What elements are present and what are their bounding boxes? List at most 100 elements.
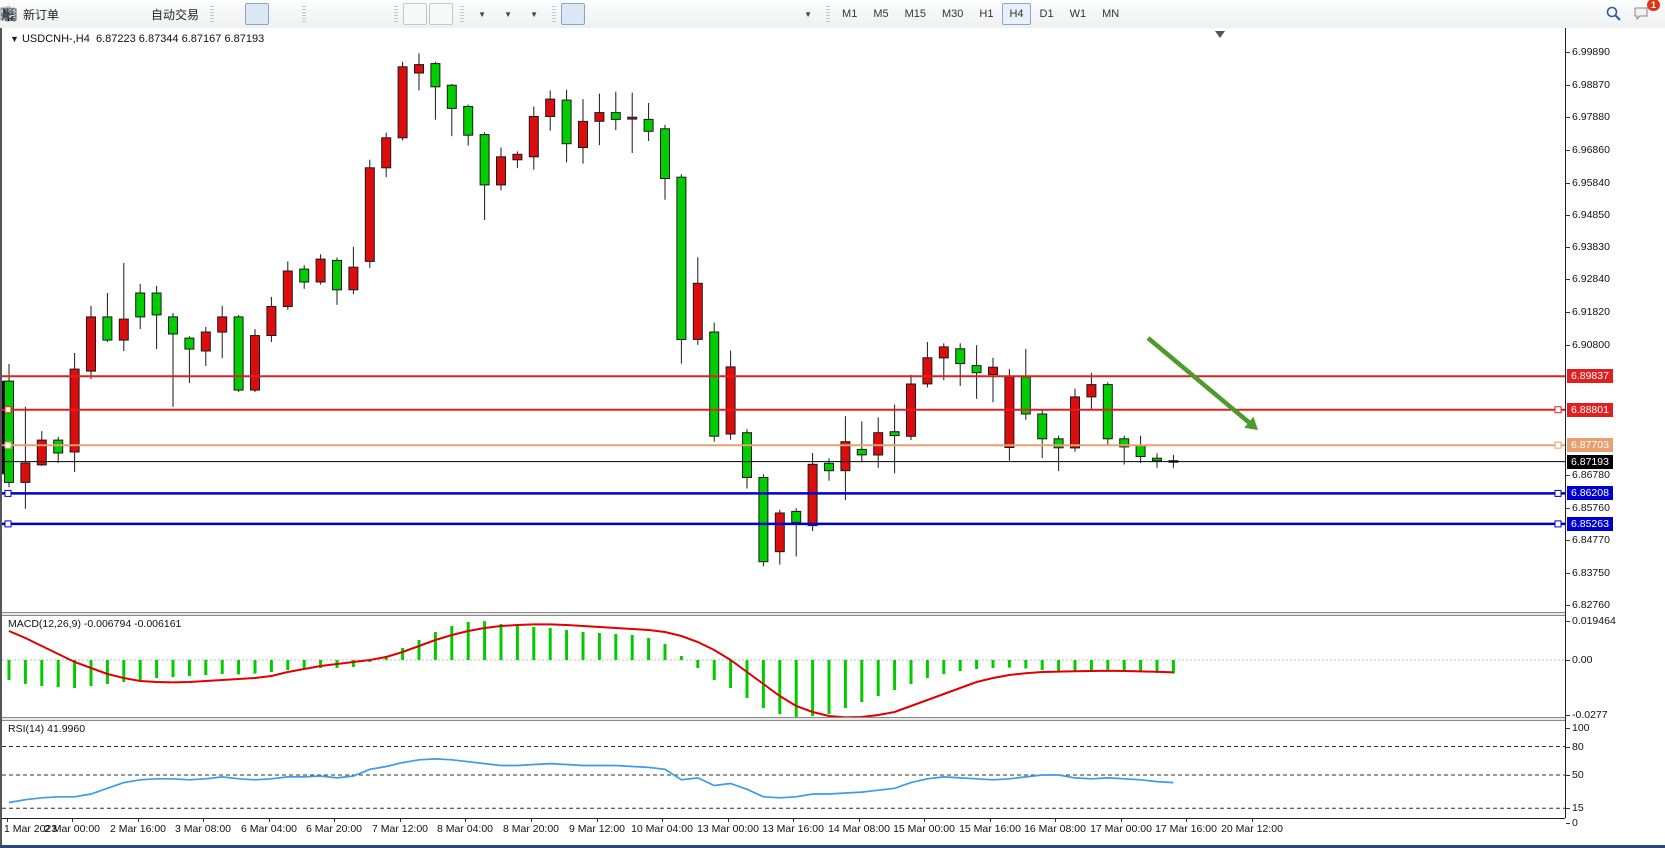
new-order-label: 新订单 xyxy=(23,7,60,22)
price-tick: 6.84770 xyxy=(1566,534,1610,546)
time-tick-mark xyxy=(924,819,925,822)
new-order-button[interactable]: 新订单 xyxy=(0,3,63,25)
rsi-axis-50: 50 xyxy=(1566,769,1584,781)
price-tick: 6.85760 xyxy=(1566,502,1610,514)
ohlc-open: 6.87223 xyxy=(95,33,136,45)
macd-pane-canvas[interactable] xyxy=(2,614,1565,718)
candlestick-chart-button[interactable] xyxy=(2,3,270,25)
timeframe-H4[interactable]: H4 xyxy=(1002,3,1031,25)
pane-separator[interactable] xyxy=(2,612,1565,616)
price-tick: 6.94850 xyxy=(1566,209,1610,221)
price-badge: 6.86208 xyxy=(1567,486,1613,500)
line-handle xyxy=(1554,520,1562,528)
tile-windows-button[interactable] xyxy=(2,3,387,25)
profiles-button[interactable] xyxy=(1,3,115,25)
add-indicator-button[interactable]: ▼ xyxy=(1,3,493,25)
price-tick: 6.83750 xyxy=(1566,567,1610,579)
chart-shift-marker[interactable] xyxy=(1215,31,1225,38)
line-handle xyxy=(4,489,12,497)
cursor-button[interactable] xyxy=(3,3,586,25)
ohlc-high: 6.87344 xyxy=(138,33,179,45)
line-handle xyxy=(1554,441,1562,449)
rsi-axis-0: 0 xyxy=(1566,817,1578,829)
fibonacci-button[interactable]: F xyxy=(2,3,741,25)
time-axis[interactable]: 1 Mar 2023 2 Mar 00:00 2 Mar 16:00 3 Mar 08… xyxy=(2,818,1565,846)
arrow-annotation[interactable] xyxy=(1146,336,1258,430)
notifications-button[interactable]: 1 xyxy=(1632,0,1660,24)
toolbar-grip xyxy=(460,6,465,22)
auto-scroll-button[interactable] xyxy=(2,3,428,25)
time-tick-label: 10 Mar 04:00 xyxy=(631,823,693,835)
fibonacci-icon: F xyxy=(2,8,16,22)
auto-trading-button[interactable]: 自动交易 xyxy=(1,3,203,25)
timeframe-M1[interactable]: M1 xyxy=(842,8,858,20)
pane-separator[interactable] xyxy=(2,717,1565,721)
time-tick-mark xyxy=(1121,819,1122,822)
new-chart-button[interactable] xyxy=(1,3,89,25)
svg-text:E: E xyxy=(11,16,16,22)
time-tick-label: 13 Mar 00:00 xyxy=(697,823,759,835)
macd-histogram xyxy=(7,621,1175,717)
channel-button[interactable]: E xyxy=(1,3,715,25)
time-tick-mark xyxy=(138,819,139,822)
chart-window: ▼ USDCNH-,H4 6.87223 6.87344 6.87167 6.8… xyxy=(0,28,1665,845)
crosshair-button[interactable] xyxy=(1,3,611,25)
vertical-line-button[interactable] xyxy=(5,3,637,25)
timeframe-W1[interactable]: W1 xyxy=(1069,8,1087,20)
time-tick-mark xyxy=(1252,819,1253,822)
price-tick: 6.82760 xyxy=(1566,599,1610,611)
zoom-out-button[interactable] xyxy=(1,3,361,25)
horizontal-line-button[interactable] xyxy=(1,3,663,25)
price-tick: 6.90800 xyxy=(1566,339,1610,351)
clipped-first-candle xyxy=(2,380,5,475)
periods-button[interactable]: ▼ xyxy=(1,3,519,25)
ohlc-low: 6.87167 xyxy=(181,33,222,45)
time-tick-label: 1 Mar 2023 xyxy=(4,823,58,835)
templates-button[interactable]: ▼ xyxy=(0,3,545,25)
timeframe-group: M1 M5 M15 M30 H1 H4 D1 W1 MN xyxy=(834,3,1127,25)
price-badge: 6.87193 xyxy=(1567,455,1613,469)
price-chart-canvas[interactable] xyxy=(2,28,1565,614)
macd-signal-line xyxy=(8,623,1174,718)
time-tick-mark xyxy=(1055,819,1056,822)
dropdown-arrow-icon: ▼ xyxy=(478,9,486,19)
shapes-button[interactable]: ▼ xyxy=(2,3,819,25)
time-tick-mark xyxy=(531,819,532,822)
time-tick-label: 2 Mar 00:00 xyxy=(43,823,101,835)
macd-axis-min: -0.0277 xyxy=(1566,709,1608,721)
price-tick: 6.98870 xyxy=(1566,79,1610,91)
timeframe-MN[interactable]: MN xyxy=(1102,8,1120,20)
time-tick-label: 9 Mar 12:00 xyxy=(568,823,626,835)
text-button[interactable]: A xyxy=(2,3,767,25)
dropdown-arrow-icon: ▼ xyxy=(530,9,538,19)
timeframe-M5[interactable]: M5 xyxy=(873,8,889,20)
line-chart-button[interactable] xyxy=(1,3,295,25)
timeframe-H1[interactable]: H1 xyxy=(979,8,994,20)
window-bottom-border xyxy=(0,845,1665,848)
bar-chart-button[interactable] xyxy=(2,3,243,25)
time-tick-label: 15 Mar 00:00 xyxy=(893,823,955,835)
trendline-button[interactable] xyxy=(1,3,689,25)
chart-shift-button[interactable] xyxy=(2,3,454,25)
signals-button[interactable] xyxy=(2,3,141,25)
horizontal-lines[interactable] xyxy=(2,375,1565,528)
time-tick-label: 2 Mar 16:00 xyxy=(109,823,167,835)
time-tick-label: 17 Mar 16:00 xyxy=(1155,823,1217,835)
price-tick: 6.96860 xyxy=(1566,144,1610,156)
rsi-pane-canvas[interactable] xyxy=(2,720,1565,818)
symbol-period: USDCNH-,H4 xyxy=(21,33,90,45)
collapse-icon[interactable]: ▼ xyxy=(10,34,19,44)
time-tick-mark xyxy=(400,819,401,822)
price-scale[interactable]: 6.99890 6.98870 6.97880 6.96860 6.95840 6.948… xyxy=(1565,28,1665,829)
timeframe-M30[interactable]: M30 xyxy=(942,8,964,20)
dropdown-arrow-icon: ▼ xyxy=(804,9,812,19)
search-button[interactable] xyxy=(1606,2,1630,24)
macd-axis-zero: 0.00 xyxy=(1566,654,1592,666)
timeframe-M15[interactable]: M15 xyxy=(904,8,926,20)
timeframe-D1[interactable]: D1 xyxy=(1039,8,1054,20)
zoom-in-button[interactable] xyxy=(1,3,335,25)
rsi-axis-15: 15 xyxy=(1566,802,1584,814)
time-tick-mark xyxy=(662,819,663,822)
text-label-button[interactable]: T xyxy=(0,3,793,25)
candle-wicks xyxy=(8,53,1174,567)
